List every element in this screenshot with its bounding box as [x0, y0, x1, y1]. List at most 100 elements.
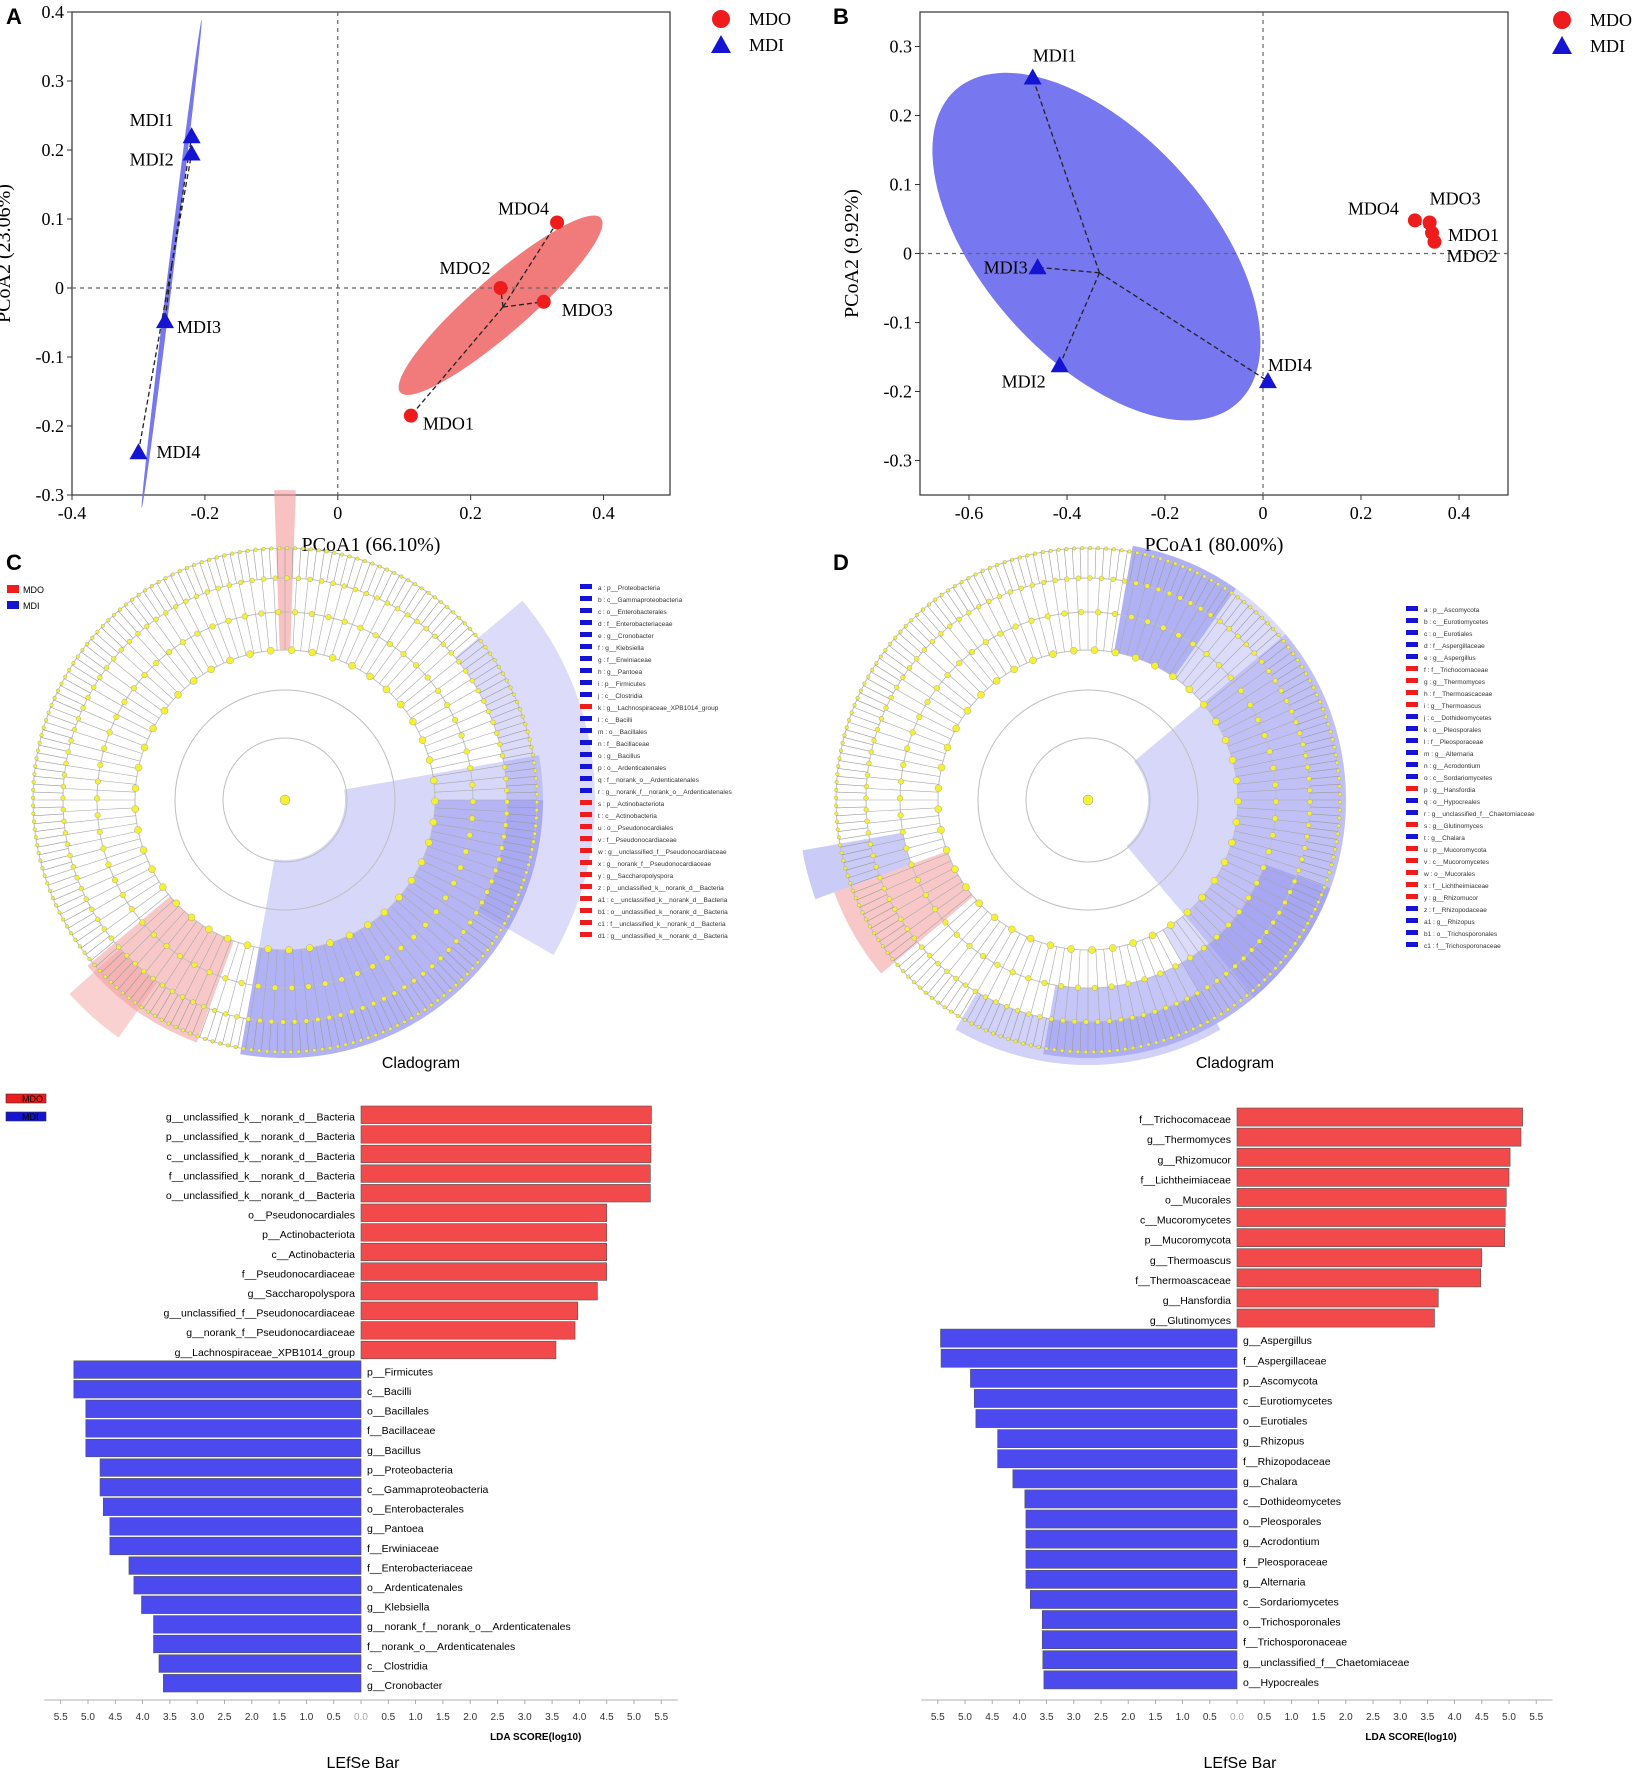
clade-node — [1245, 894, 1252, 901]
clade-node — [1080, 546, 1085, 551]
y-tick-label: -0.3 — [884, 451, 913, 471]
clade-branch — [130, 975, 150, 1000]
clade-node — [130, 597, 135, 602]
clade-node — [179, 994, 186, 1000]
clade-branch — [1094, 548, 1097, 579]
clade-node — [444, 701, 451, 708]
clade-node — [1173, 561, 1178, 566]
clade-branch — [505, 768, 536, 773]
clade-node — [481, 698, 487, 704]
clade-branch — [214, 1013, 224, 1043]
clade-node — [868, 749, 874, 755]
clade-node — [391, 990, 397, 996]
clade-branch — [441, 621, 464, 644]
clade-branch — [149, 587, 167, 613]
clade-node — [1216, 582, 1221, 587]
clade-branch — [839, 760, 869, 766]
clade-node — [845, 873, 850, 878]
clade-node — [71, 661, 76, 666]
clade-node — [1163, 1005, 1169, 1011]
clade-key-label: f : f__Trichocomaceae — [1424, 667, 1488, 674]
clade-branch — [464, 930, 490, 949]
clade-node — [946, 588, 951, 593]
clade-node — [1337, 776, 1342, 781]
clade-node — [277, 546, 282, 551]
clade-node — [303, 1018, 309, 1024]
point-mdo3 — [536, 294, 551, 309]
y-tick-label: 0.2 — [890, 106, 913, 126]
clade-node — [430, 776, 438, 785]
clade-branch — [994, 565, 1007, 594]
clade-node — [96, 828, 103, 835]
clade-branch — [87, 867, 152, 902]
clade-node — [179, 639, 186, 646]
clade-node — [510, 907, 515, 912]
clade-node — [976, 604, 982, 610]
clade-node — [865, 830, 872, 836]
clade-node — [1185, 685, 1194, 694]
clade-node — [899, 828, 906, 835]
clade-node — [170, 572, 175, 577]
clade-node — [1155, 586, 1162, 593]
y-tick-label: -0.3 — [36, 485, 65, 505]
clade-node — [163, 576, 168, 581]
clade-node — [939, 592, 944, 597]
clade-node — [1220, 858, 1229, 866]
clade-key-label: m : g__Alternaria — [1424, 751, 1474, 758]
plot-frame — [71, 11, 671, 496]
pcoa-plot-b: -0.6 -0.4 -0.2 0 0.2 0.4-0.3-0.2-0.100.10.20.… — [841, 10, 1632, 556]
clade-node — [433, 908, 440, 915]
clade-node — [364, 921, 372, 929]
clade-node — [897, 812, 904, 819]
clade-branch — [385, 997, 400, 1025]
clade-branch — [326, 1018, 333, 1048]
clade-node — [1006, 1036, 1011, 1041]
clade-branch — [42, 729, 72, 739]
clade-node — [94, 812, 101, 819]
clade-branch — [1299, 868, 1328, 879]
clade-node — [878, 654, 883, 659]
x-tick-label: 4.5 — [1475, 1712, 1489, 1723]
clade-node — [931, 906, 938, 913]
clade-node — [31, 787, 36, 792]
clade-key-swatch — [580, 908, 592, 913]
clade-branch — [836, 813, 867, 817]
clade-branch — [879, 924, 905, 942]
clade-key-swatch — [1406, 606, 1418, 611]
clade-node — [304, 1049, 309, 1054]
clade-node — [1305, 822, 1312, 828]
clade-node — [340, 552, 345, 557]
clade-node — [1180, 564, 1185, 569]
clade-node — [296, 1049, 301, 1054]
clade-node — [1304, 764, 1311, 770]
clade-branch — [1254, 946, 1278, 967]
clade-node — [64, 841, 71, 847]
clade-node — [1271, 627, 1276, 632]
clade-node — [1238, 687, 1245, 694]
clade-branch — [1236, 823, 1308, 836]
clade-node — [47, 888, 52, 893]
clade-node — [1331, 855, 1336, 860]
clade-node — [1138, 1044, 1143, 1049]
clade-branch — [485, 692, 514, 706]
clade-node — [113, 713, 120, 720]
bar-label: f__Enterobacteriaceae — [367, 1562, 473, 1574]
x-tick-label: 0 — [333, 503, 342, 523]
bar-mdo — [1236, 1268, 1482, 1288]
clade-node — [492, 867, 499, 874]
clade-node — [439, 600, 444, 605]
clade-branch — [1009, 1011, 1020, 1040]
legend-mdo-marker — [712, 10, 730, 28]
bar-label: c__unclassified_k__norank_d__Bacteria — [166, 1151, 355, 1163]
bar-label: g__norank_f__Pseudonocardiaceae — [186, 1327, 355, 1339]
clade-branch — [1188, 997, 1203, 1025]
clade-root-node — [279, 794, 291, 806]
clade-branch — [1267, 651, 1293, 670]
bar-label: c__Sordariomycetes — [1243, 1597, 1339, 1609]
clade-node — [1260, 864, 1267, 871]
x-tick-label: 5.0 — [958, 1712, 972, 1723]
clade-node — [1228, 838, 1236, 847]
clade-branch — [850, 874, 880, 886]
clade-branch — [1278, 671, 1306, 688]
clade-node — [1104, 546, 1109, 551]
